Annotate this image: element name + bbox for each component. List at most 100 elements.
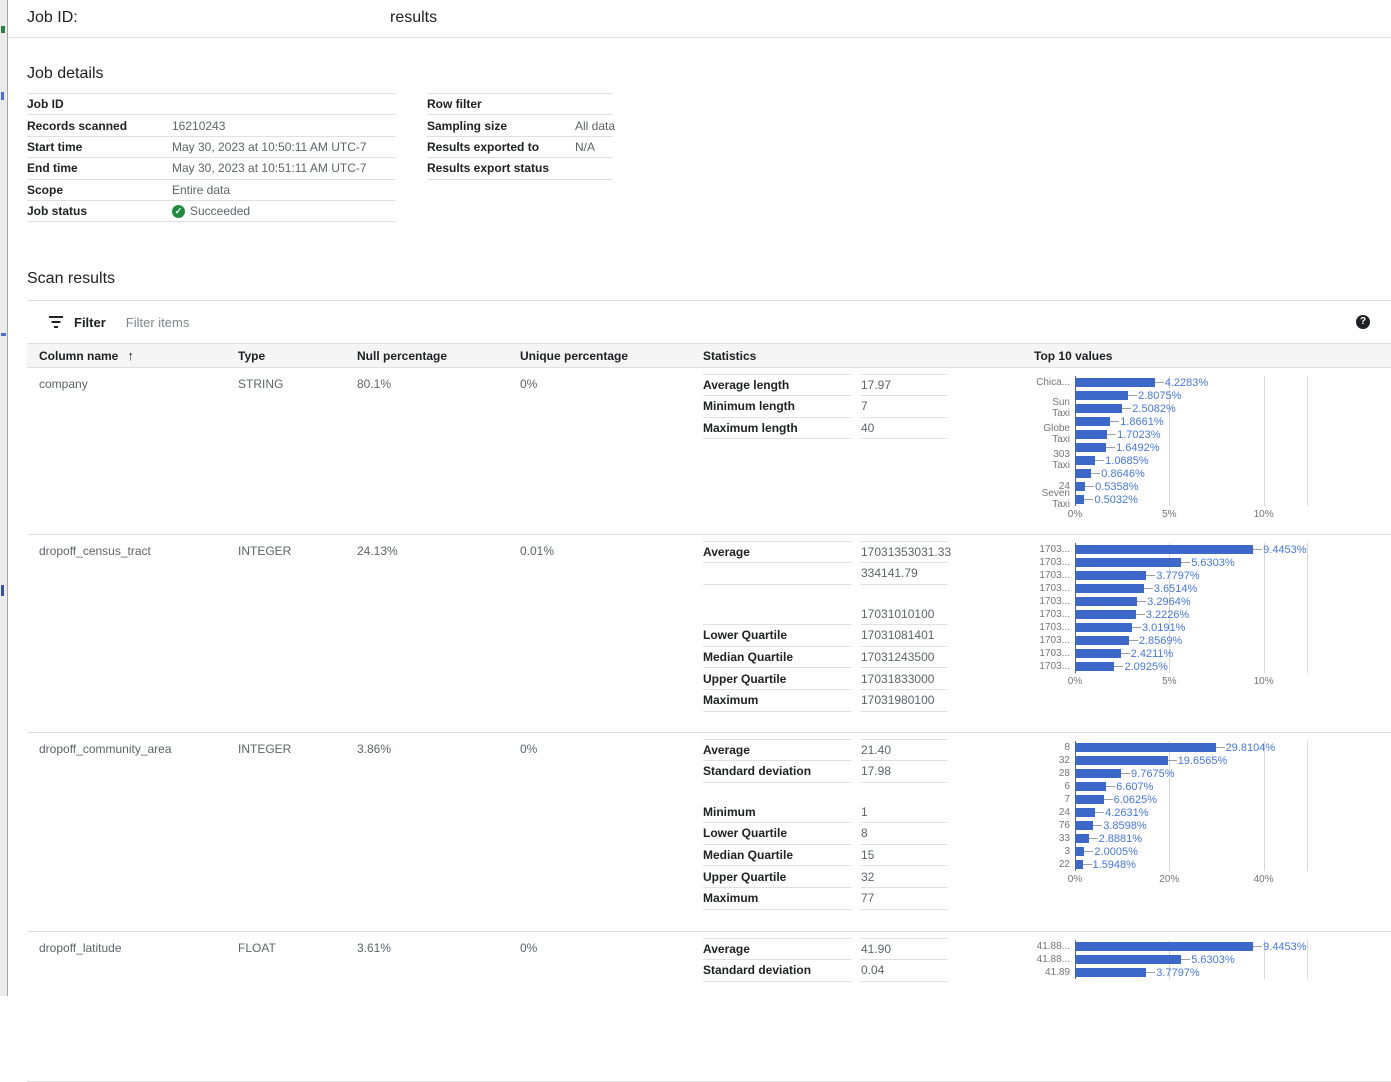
chart-bar-row: 41.88... 9.4453%: [1034, 940, 1311, 953]
sort-ascending-icon[interactable]: ↑: [127, 348, 134, 364]
chart-plot-area: 2.4211%: [1075, 647, 1307, 660]
chart-bar-row: 1.8661%: [1034, 415, 1311, 428]
job-details-label: Job status: [27, 204, 88, 219]
statistics-cell: Average 41.90 Standard deviation 0.04: [703, 932, 1034, 1081]
stat-label: [703, 604, 851, 626]
bar-value-annotation: 1.7023%: [1107, 428, 1161, 441]
stat-label: Standard deviation: [703, 761, 851, 783]
chart-plot-area: 0.5358%: [1075, 480, 1307, 493]
bar-value-label: 3.0191%: [1141, 621, 1186, 634]
bar-value-label: 29.8104%: [1225, 741, 1276, 754]
top-values-cell: 8 29.8104% 32 19.6565% 28 9.7675% 6 6.607% 7 6.06…: [1034, 733, 1391, 931]
statistics-table: Average 17031353031.33 334141.79 1703101010…: [703, 541, 951, 712]
bar: [1075, 769, 1122, 779]
chart-bar-row: 41.88... 5.6303%: [1034, 953, 1311, 966]
help-icon[interactable]: ?: [1356, 315, 1370, 330]
job-details-value: Entire data: [172, 183, 230, 197]
job-details-row: Job ID: [27, 94, 395, 116]
chart-bar-row: Seven Taxi 0.5032%: [1034, 489, 1311, 510]
bar-value-annotation: 2.5082%: [1122, 402, 1176, 415]
stat-value: 17031243500: [861, 647, 947, 669]
annotation-stem: [1146, 575, 1156, 577]
job-details-row: End time May 30, 2023 at 10:51:11 AM UTC-…: [27, 158, 395, 180]
chart-bar-row: 1703... 9.4453%: [1034, 543, 1311, 556]
chart-x-axis: [1075, 979, 1307, 993]
annotation-stem: [1122, 408, 1132, 410]
bar-value-label: 2.5082%: [1132, 402, 1176, 415]
bar: [1075, 404, 1123, 414]
column-header-unique-percentage[interactable]: Unique percentage: [520, 348, 629, 363]
chart-category-label: 22: [1058, 858, 1070, 870]
chart-category-label: 303 Taxi: [1052, 449, 1070, 471]
chart-bar-row: 33 2.8881%: [1034, 832, 1311, 845]
column-header-null-percentage[interactable]: Null percentage: [357, 348, 448, 363]
bar-value-annotation: 1.6492%: [1106, 441, 1160, 454]
stat-value: 21.40: [861, 739, 947, 761]
stat-value: 17.97: [861, 374, 947, 396]
bar-value-annotation: 0.5032%: [1084, 493, 1138, 506]
chart-plot-area: 3.7797%: [1075, 966, 1307, 979]
chart-gridline: [1307, 376, 1308, 507]
chart-plot-area: 4.2631%: [1075, 806, 1307, 819]
annotation-stem: [1253, 946, 1263, 948]
bar-value-annotation: 5.6303%: [1181, 556, 1235, 569]
unique-percentage-cell: 0%: [520, 742, 538, 757]
column-header-type[interactable]: Type: [238, 348, 266, 363]
job-details-value: ✓ Succeeded: [172, 204, 250, 218]
null-percentage-cell: 3.61%: [357, 941, 392, 956]
chart-bar-row: 1703... 3.2226%: [1034, 608, 1311, 621]
chart-category-label: Globe Taxi: [1043, 423, 1070, 445]
annotation-stem: [1131, 627, 1141, 629]
chart-plot-area: 4.2283%: [1075, 376, 1307, 389]
type-cell: INTEGER: [238, 544, 292, 559]
bar: [1075, 482, 1086, 492]
bar: [1075, 649, 1121, 659]
chart-gridline: [1307, 940, 1308, 980]
bar-value-annotation: 6.0625%: [1103, 793, 1157, 806]
bar-value-label: 2.8881%: [1098, 832, 1143, 845]
chart-category-label: 24: [1058, 806, 1070, 818]
column-header-top-10-values: Top 10 values: [1034, 348, 1113, 363]
job-details-value-text: N/A: [575, 139, 596, 154]
stat-row: Minimum 1: [703, 802, 947, 824]
bar: [1075, 795, 1104, 805]
stat-label: Standard deviation: [703, 960, 851, 982]
chart-x-axis: 0% 5% 10%: [1068, 506, 1307, 520]
column-header-column-name[interactable]: Column name ↑: [27, 348, 238, 363]
bar: [1075, 443, 1107, 453]
bar: [1075, 834, 1089, 844]
bar-value-annotation: 3.8598%: [1093, 819, 1147, 832]
bar: [1075, 743, 1216, 753]
stat-row: Standard deviation 0.04: [703, 960, 947, 982]
filter-bar: Filter ?: [27, 301, 1391, 343]
stat-label: Minimum: [703, 802, 851, 824]
bar-value-label: 3.2226%: [1145, 608, 1190, 621]
x-axis-tick-label: 0%: [1067, 676, 1083, 688]
chart-plot-area: 1.7023%: [1075, 428, 1307, 441]
stat-value: 17.98: [861, 761, 947, 783]
stat-row: 334141.79: [703, 563, 947, 585]
bar-value-label: 3.8598%: [1103, 819, 1147, 832]
job-details-row: Job status ✓ Succeeded: [27, 201, 395, 223]
edge-artifact: [1, 26, 5, 33]
bar-value-annotation: 9.7675%: [1121, 767, 1174, 780]
background-page-edge: [0, 0, 8, 996]
annotation-stem: [1084, 851, 1094, 853]
chart-category-label: 1703...: [1039, 621, 1070, 633]
filter-items-input[interactable]: [123, 313, 1356, 331]
top-values-chart: 8 29.8104% 32 19.6565% 28 9.7675% 6 6.607% 7 6.06…: [1034, 741, 1311, 885]
bar-value-label: 1.7023%: [1117, 428, 1161, 441]
filter-icon: [48, 315, 64, 329]
stat-value: 17031010100: [861, 604, 947, 626]
statistics-table: Average length 17.97 Minimum length 7 Maximu…: [703, 374, 947, 440]
bar-value-annotation: 0.5358%: [1085, 480, 1139, 493]
top-values-chart: 41.88... 9.4453% 41.88... 5.6303% 41.89 3.779…: [1034, 940, 1311, 993]
job-details-row: Row filter: [427, 94, 613, 116]
bar-value-annotation: 29.8104%: [1215, 741, 1276, 754]
type-cell: INTEGER: [238, 742, 292, 757]
table-row: dropoff_census_tract INTEGER 24.13% 0.01% Av…: [27, 535, 1391, 734]
job-details-section: Job details Job ID Records scanned 1621024…: [9, 65, 1391, 223]
job-details-label: Scope: [27, 182, 64, 197]
type-cell: FLOAT: [238, 941, 276, 956]
annotation-stem: [1137, 601, 1147, 603]
